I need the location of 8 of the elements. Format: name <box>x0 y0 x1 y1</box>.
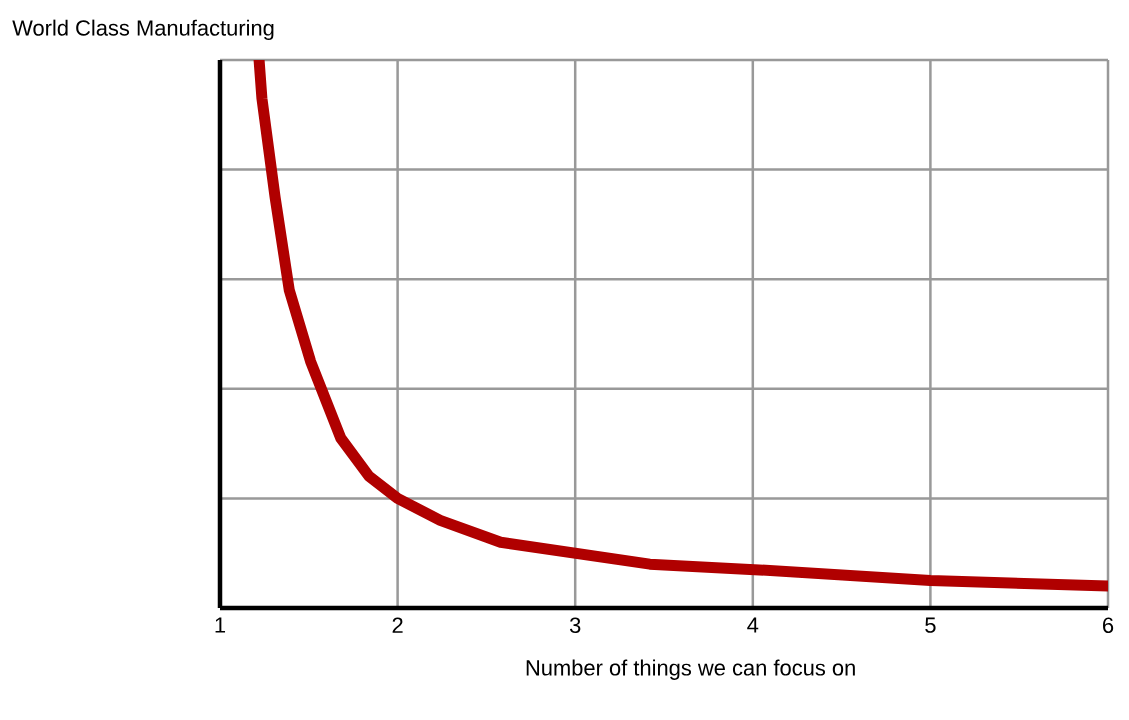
x-tick-label: 2 <box>392 617 403 633</box>
x-tick-label: 5 <box>925 617 936 633</box>
x-tick-label: 4 <box>747 617 759 633</box>
x-tick-label: 3 <box>569 617 581 634</box>
x-axis-title: Number of things we can focus on <box>526 659 855 680</box>
x-tick-label: 6 <box>1103 617 1114 634</box>
x-tick-label: 1 <box>215 617 226 633</box>
y-axis-title: World Class Manufacturing <box>12 19 274 41</box>
